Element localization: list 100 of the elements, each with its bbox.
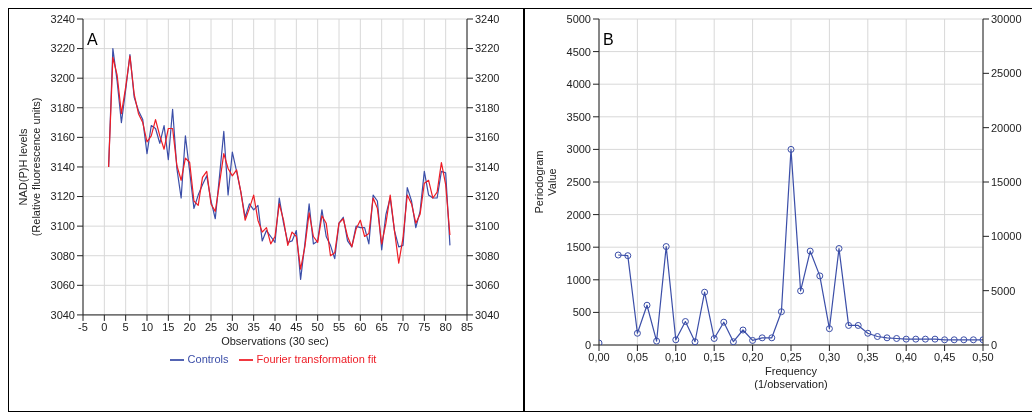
point [825, 325, 833, 333]
y2-tick-label: 5000 [991, 284, 1016, 297]
point [797, 287, 805, 295]
x-tick-label: 60 [354, 320, 367, 333]
x-tick-label: 0,25 [780, 350, 802, 363]
point [691, 338, 699, 345]
point [969, 336, 977, 344]
x-tick-label: 85 [460, 320, 474, 333]
annotation: B [603, 31, 614, 49]
x-tick-label: 80 [439, 320, 452, 333]
y2-tick-label: 15000 [991, 175, 1022, 188]
point [768, 334, 776, 342]
x-tick-label: 20 [183, 320, 196, 333]
point [893, 334, 901, 342]
y2-tick-label: 30000 [991, 12, 1022, 25]
x-tick-label: 0,10 [665, 350, 687, 363]
point [662, 243, 670, 251]
point [921, 335, 929, 343]
y-tick-label: 2500 [566, 175, 591, 188]
point [931, 335, 939, 343]
x-tick-label: 75 [418, 320, 431, 333]
point [873, 333, 881, 341]
y2-tick-label: 3060 [475, 279, 500, 292]
y2-tick-label: 25000 [991, 67, 1022, 80]
y2-tick-label: 3240 [475, 12, 500, 25]
x-tick-label: 45 [290, 320, 303, 333]
y-tick-label: 3100 [50, 220, 75, 233]
point [729, 338, 737, 345]
point [941, 336, 949, 344]
y-tick-label: 3040 [50, 308, 75, 321]
x-tick-label: 0 [101, 320, 108, 333]
x-tick-label: 35 [247, 320, 260, 333]
y-tick-label: 3220 [50, 42, 75, 55]
x-tick-label: 25 [204, 320, 218, 333]
y-tick-label: 3000 [566, 143, 591, 156]
y2-tick-label: 0 [991, 338, 998, 351]
y-tick-label: 5000 [566, 12, 591, 25]
y-tick-label: 3200 [50, 72, 75, 85]
y-tick-label: 3160 [50, 131, 75, 144]
x-tick-label: 70 [396, 320, 410, 333]
point [643, 301, 651, 309]
point [758, 334, 766, 342]
y2-tick-label: 3160 [475, 131, 500, 144]
y-tick-label: 1000 [566, 273, 591, 286]
legend-label: Controls [187, 352, 229, 365]
y2-tick-label: 3200 [475, 72, 500, 85]
x-tick-label: 50 [311, 320, 324, 333]
point [710, 334, 718, 342]
x-tick-label: -5 [78, 320, 88, 333]
point [912, 335, 920, 343]
y2-tick-label: 3040 [475, 308, 500, 321]
y2-tick-label: 3180 [475, 101, 500, 114]
x-tick-label: 15 [162, 320, 175, 333]
y-tick-label: 3080 [50, 249, 75, 262]
point [749, 336, 757, 344]
point [950, 336, 958, 344]
point [777, 308, 785, 316]
point [806, 247, 814, 255]
y2-tick-label: 3120 [475, 190, 500, 203]
x-tick-label: 5 [122, 320, 129, 333]
x-tick-label: 10 [140, 320, 154, 333]
x-tick-label: 65 [375, 320, 388, 333]
y-tick-label: 3140 [50, 160, 75, 173]
x-tick-label: 0,20 [741, 350, 764, 363]
y2-tick-label: 3080 [475, 249, 500, 262]
y2-tick-label: 20000 [991, 121, 1022, 134]
point [672, 336, 680, 344]
x-axis-title: Observations (30 sec) [221, 334, 329, 347]
y-tick-label: 3180 [50, 101, 75, 114]
y-axis-title: Periodogram Value [532, 150, 558, 214]
x-tick-label: 0,50 [972, 350, 994, 363]
point [653, 337, 661, 345]
y-tick-label: 4500 [566, 45, 591, 58]
point [835, 245, 843, 252]
point [902, 335, 910, 343]
x-tick-label: 0,00 [588, 350, 610, 363]
point [816, 272, 824, 280]
x-tick-label: 0,45 [933, 350, 956, 363]
y-tick-label: 3240 [50, 12, 75, 25]
x-tick-label: 0,05 [626, 350, 649, 363]
y-tick-label: 500 [572, 306, 591, 319]
annotation: A [87, 31, 98, 49]
point [624, 252, 632, 260]
y-tick-label: 3500 [566, 110, 591, 123]
x-tick-label: 0,40 [895, 350, 917, 363]
y-tick-label: 2000 [566, 208, 591, 221]
y-tick-label: 4000 [566, 78, 591, 91]
x-tick-label: 40 [268, 320, 282, 333]
y-tick-label: 0 [584, 338, 591, 351]
point [960, 336, 968, 344]
x-axis-title: Frequency (1/observation) [754, 365, 828, 390]
point [633, 329, 641, 337]
y2-tick-label: 3220 [475, 42, 500, 55]
point [701, 288, 709, 296]
x-tick-label: 0,30 [818, 350, 841, 363]
y-tick-label: 3120 [50, 190, 75, 203]
point [787, 145, 795, 153]
y2-tick-label: 10000 [991, 230, 1022, 243]
point [681, 318, 689, 326]
point [739, 326, 747, 334]
